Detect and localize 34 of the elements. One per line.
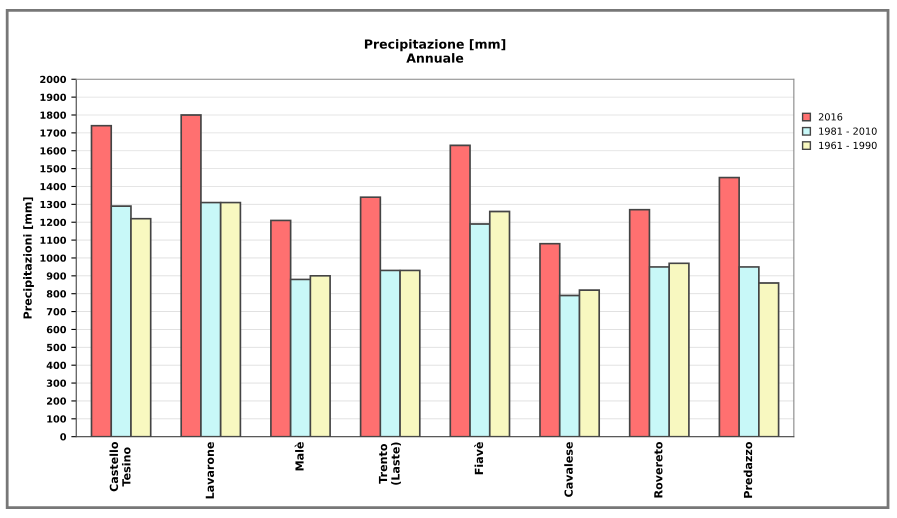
y-tick-label: 400 <box>46 362 66 370</box>
y-tick-label: 1000 <box>40 254 66 262</box>
x-tick-label: Predazzo <box>744 442 752 498</box>
legend-label: 2016 <box>818 113 842 121</box>
y-tick-label: 1600 <box>40 147 66 155</box>
y-tick-label: 1700 <box>40 129 66 137</box>
y-tick-label: 100 <box>47 415 66 423</box>
y-axis-title: Precipitazioni [mm] <box>23 197 34 318</box>
y-tick-label: 500 <box>46 344 66 352</box>
y-tick-label: 1800 <box>40 111 66 119</box>
legend-label: 1981 - 2010 <box>819 127 877 135</box>
y-tick-label: 1300 <box>40 200 66 208</box>
y-tick-label: 2000 <box>40 76 66 84</box>
x-tick-label: Malè <box>294 442 304 470</box>
y-tick-label: 1400 <box>40 182 66 190</box>
y-tick-label: 1500 <box>40 165 66 172</box>
y-tick-label: 1200 <box>40 218 66 226</box>
y-tick-label: 1100 <box>40 236 66 244</box>
x-tick-label: Rovereto <box>654 442 663 498</box>
y-tick-label: 900 <box>46 272 66 280</box>
x-tick-label: Castello Tesino <box>109 442 131 492</box>
y-tick-label: 600 <box>46 326 66 334</box>
legend-label: 1961 - 1990 <box>819 142 877 150</box>
x-tick-label: Fiavè <box>474 442 484 474</box>
y-tick-label: 0 <box>60 433 66 441</box>
y-tick-label: 300 <box>46 380 66 387</box>
chart-title: Precipitazione [mm] Annuale <box>364 39 506 63</box>
x-tick-label: Lavarone <box>206 442 214 498</box>
x-tick-label: Cavalese <box>564 442 573 497</box>
y-tick-label: 1900 <box>40 94 66 101</box>
y-tick-label: 800 <box>46 290 66 298</box>
x-tick-label: Trento (Laste) <box>378 442 401 485</box>
y-tick-label: 200 <box>47 397 66 405</box>
y-tick-label: 700 <box>46 308 66 316</box>
